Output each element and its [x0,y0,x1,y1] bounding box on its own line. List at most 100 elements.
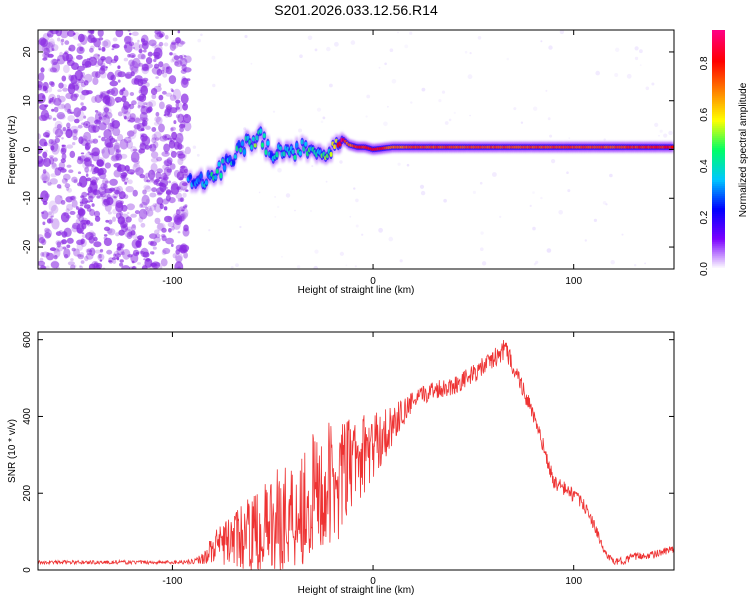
faint-speckle [441,90,446,94]
noise-speckle [54,194,63,205]
noise-speckle [132,189,138,197]
noise-speckle [165,189,172,196]
noise-speckle [75,82,79,87]
noise-speckle [43,112,50,119]
noise-speckle [171,243,174,247]
noise-speckle [40,252,45,257]
faint-speckle [605,203,608,206]
noise-speckle [77,182,83,187]
noise-speckle [79,252,85,258]
colorbar-cell [712,89,725,93]
colorbar-cell [712,195,725,198]
noise-speckle [115,149,122,159]
noise-speckle [51,218,60,230]
colorbar-tick-label: 0.8 [699,56,710,70]
faint-speckle [383,121,388,127]
noise-speckle [83,80,89,86]
noise-speckle [57,89,62,92]
colorbar-cell [712,155,725,159]
faint-speckle [419,184,425,189]
faint-speckle [384,62,387,66]
noise-speckle [168,228,172,233]
noise-speckle [146,179,151,183]
noise-speckle [53,248,61,258]
noise-speckle [66,144,74,149]
noise-speckle [131,260,135,264]
noise-speckle [99,71,107,79]
noise-speckle [90,30,95,35]
noise-speckle [101,40,109,47]
noise-speckle [139,133,145,137]
noise-speckle [40,109,50,121]
noise-speckle [97,264,100,267]
noise-speckle [80,219,89,225]
colorbar-cell [712,59,725,63]
noise-speckle [76,110,85,122]
noise-speckle [116,166,122,172]
noise-speckle [114,189,120,195]
noise-speckle [96,195,101,199]
colorbar-cell [712,169,725,173]
noise-speckle [103,198,110,206]
noise-speckle [55,240,62,246]
noise-speckle [118,191,126,200]
colorbar-cell [712,131,725,135]
x-tick-label: 100 [565,576,582,587]
noise-speckle [119,139,129,150]
noise-speckle [67,187,72,193]
colorbar-cell [712,117,725,121]
noise-speckle [111,120,121,129]
noise-speckle [161,249,167,256]
colorbar-cell [712,223,725,226]
noise-speckle [115,30,124,38]
noise-speckle [155,111,160,117]
noise-speckle [77,43,82,47]
noise-speckle [163,42,169,47]
colorbar-cell [712,109,725,113]
noise-speckle [176,39,184,47]
noise-speckle [100,182,108,191]
noise-speckle [124,41,133,53]
noise-speckle [99,193,103,198]
faint-speckle [230,266,234,269]
noise-speckle [132,148,138,152]
noise-speckle [178,55,183,59]
noise-speckle [137,100,145,108]
noise-speckle [169,163,176,170]
noise-speckle [56,245,64,252]
noise-speckle [126,177,129,180]
spectrogram-ylabel: Frequency (Hz) [7,116,18,185]
noise-speckle [91,71,99,78]
colorbar-cell [712,121,725,125]
noise-speckle [132,249,140,257]
noise-speckle [158,123,165,133]
noise-speckle [137,237,142,244]
colorbar-tick-label: 0.4 [699,159,710,173]
colorbar-cell [712,161,725,165]
faint-speckle [668,130,673,136]
noise-speckle [131,157,137,163]
noise-speckle [177,198,181,202]
noise-speckle [80,195,85,199]
noise-speckle [59,39,63,44]
noise-speckle [112,37,118,42]
faint-speckle [549,134,553,138]
noise-speckle [177,142,183,150]
noise-speckle [40,159,43,162]
noise-speckle [125,71,133,79]
colorbar-ticks: 0.0 0.2 0.4 0.6 0.8 [699,56,710,276]
noise-speckle [84,145,90,151]
carrier-core [219,172,223,179]
noise-speckle [171,41,177,45]
colorbar-cell [712,129,725,133]
faint-speckle [274,196,276,198]
noise-speckle [108,219,113,225]
noise-speckle [50,145,55,151]
noise-speckle [77,254,84,260]
noise-speckle [180,69,187,74]
noise-speckle [103,107,109,113]
faint-speckle [355,198,359,203]
noise-speckle [47,181,52,186]
noise-speckle [59,30,69,39]
noise-speckle [148,39,157,47]
